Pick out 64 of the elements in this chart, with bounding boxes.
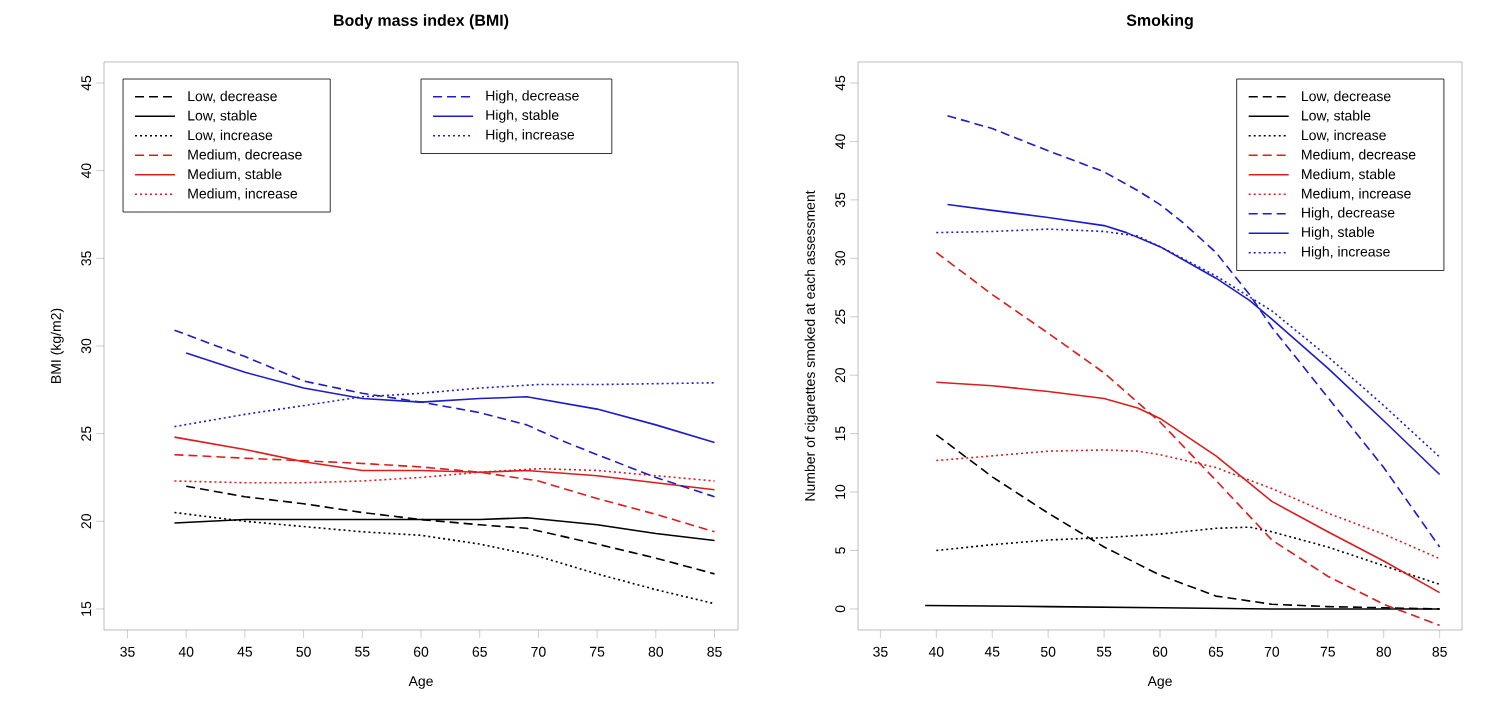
x-axis-title: Age	[1147, 676, 1172, 689]
y-tick-label: 15	[835, 426, 846, 441]
legend-label: Medium, decrease	[1302, 149, 1416, 162]
legend-label: High, decrease	[486, 90, 579, 104]
legend-label: Low, increase	[1302, 129, 1386, 142]
y-tick-label: 30	[81, 338, 92, 354]
x-tick-label: 60	[1152, 646, 1168, 657]
legend-label: Medium, increase	[1302, 188, 1411, 201]
y-tick-label: 30	[835, 251, 846, 266]
y-tick-label: 40	[835, 134, 846, 149]
legend-label: High, stable	[486, 109, 559, 123]
legend-label: Low, stable	[188, 110, 257, 123]
line-series	[173, 329, 716, 498]
y-tick-label: 10	[835, 484, 846, 499]
x-tick-label: 70	[1264, 646, 1280, 657]
y-tick-label: 40	[81, 163, 92, 179]
y-tick-label: 45	[81, 75, 92, 91]
x-tick-label: 40	[928, 646, 944, 657]
x-axis-title: Age	[408, 676, 433, 689]
x-tick-label: 55	[1096, 646, 1112, 657]
legend-label: High, decrease	[1302, 207, 1395, 221]
y-tick-label: 0	[835, 605, 846, 613]
y-tick-label: 35	[835, 192, 846, 208]
x-tick-label: 45	[984, 646, 1000, 657]
x-tick-label: 80	[1376, 646, 1391, 657]
x-tick-label: 75	[590, 646, 605, 657]
legend-label: High, increase	[1302, 246, 1390, 260]
y-tick-label: 45	[835, 75, 846, 91]
x-tick-label: 75	[1320, 646, 1335, 657]
x-tick-label: 35	[873, 646, 888, 657]
y-tick-label: 20	[81, 514, 92, 529]
x-tick-label: 70	[531, 646, 546, 657]
x-tick-label: 40	[178, 646, 194, 657]
x-tick-label: 55	[355, 646, 370, 657]
y-tick-label: 25	[835, 309, 846, 324]
x-tick-label: 60	[413, 646, 429, 657]
legend-label: Low, decrease	[188, 90, 277, 103]
legend-label: Medium, decrease	[188, 149, 302, 162]
legend-label: Low, stable	[1302, 110, 1371, 123]
legend-label: Medium, increase	[188, 188, 298, 201]
x-tick-label: 65	[472, 646, 487, 657]
y-axis-title: Number of cigarettes smoked at each assessment	[804, 190, 818, 501]
x-tick-label: 80	[648, 646, 664, 657]
chart-title: Smoking	[1126, 14, 1193, 30]
chart-title: Body mass index (BMI)	[334, 14, 509, 30]
x-tick-label: 50	[296, 646, 311, 657]
y-tick-label: 20	[835, 367, 846, 383]
x-tick-label: 50	[1040, 646, 1056, 657]
legend-label: Low, increase	[188, 129, 273, 142]
y-tick-label: 15	[81, 601, 92, 616]
y-axis-title: BMI (kg/m2)	[50, 308, 64, 383]
x-tick-label: 45	[237, 646, 253, 657]
x-tick-label: 35	[120, 646, 135, 657]
x-tick-label: 65	[1208, 646, 1224, 657]
legend-label: Low, decrease	[1302, 90, 1391, 103]
legend-label: Medium, stable	[1302, 168, 1396, 181]
x-tick-label: 85	[707, 646, 722, 657]
y-tick-label: 5	[835, 547, 846, 554]
y-tick-label: 25	[81, 426, 92, 441]
y-tick-label: 35	[81, 251, 92, 266]
legend-label: High, stable	[1302, 226, 1375, 240]
x-tick-label: 85	[1432, 646, 1447, 657]
legend-label: Medium, stable	[188, 168, 282, 181]
legend-label: High, increase	[486, 129, 575, 143]
